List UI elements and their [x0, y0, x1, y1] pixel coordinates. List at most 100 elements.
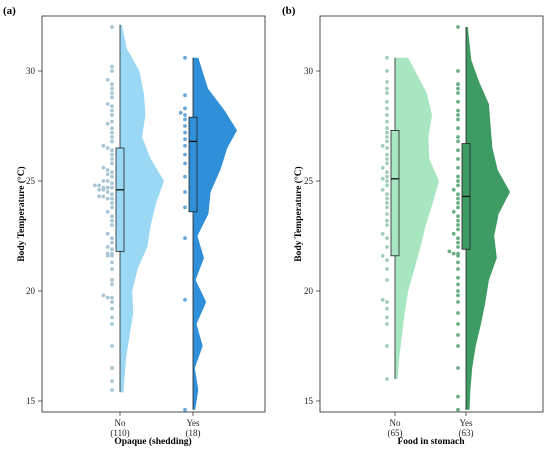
- data-point: [385, 344, 389, 348]
- data-point: [380, 176, 385, 181]
- data-point: [110, 148, 114, 153]
- data-point: [101, 185, 106, 190]
- data-point: [183, 137, 187, 142]
- data-point: [385, 236, 389, 241]
- data-point: [456, 289, 460, 293]
- data-point: [110, 69, 114, 73]
- data-point: [101, 165, 106, 170]
- data-point: [456, 192, 460, 197]
- data-point: [380, 143, 385, 148]
- data-point: [110, 300, 114, 304]
- data-point: [385, 278, 389, 282]
- data-point: [456, 223, 460, 227]
- data-point: [385, 152, 389, 157]
- data-point: [110, 95, 114, 100]
- data-point: [385, 113, 389, 117]
- data-point: [110, 82, 114, 87]
- data-point: [110, 185, 114, 190]
- y-tick-label: 15: [304, 396, 314, 406]
- data-point: [456, 218, 460, 223]
- data-point: [385, 300, 389, 304]
- data-point: [456, 260, 460, 265]
- data-point: [183, 161, 187, 166]
- data-point: [183, 93, 187, 98]
- data-point: [183, 113, 187, 117]
- x-tick-label: No: [390, 418, 401, 428]
- data-point: [456, 82, 460, 87]
- data-point: [385, 106, 389, 111]
- data-point: [385, 135, 389, 139]
- data-point: [380, 231, 385, 236]
- data-point: [456, 91, 460, 95]
- data-point: [110, 86, 114, 91]
- data-point: [97, 187, 101, 192]
- data-point: [110, 379, 114, 384]
- box-iqr: [390, 129, 400, 257]
- plot-frame: [41, 15, 266, 413]
- data-point: [447, 249, 452, 254]
- data-point: [110, 388, 114, 392]
- data-point: [456, 344, 460, 348]
- data-point: [385, 174, 389, 179]
- data-point: [456, 275, 460, 280]
- data-point: [110, 91, 114, 95]
- data-point: [110, 174, 114, 179]
- data-point: [456, 108, 460, 113]
- data-point: [456, 165, 460, 170]
- data-point: [385, 126, 389, 131]
- data-point: [456, 25, 460, 29]
- sample-size-label: (110): [110, 428, 129, 438]
- data-point: [101, 179, 106, 183]
- data-point: [105, 251, 110, 256]
- data-point: [110, 113, 114, 117]
- data-point: [110, 260, 114, 265]
- data-point: [385, 130, 389, 135]
- data-point: [110, 322, 114, 326]
- data-point: [456, 366, 460, 370]
- data-point: [456, 113, 460, 117]
- data-point: [110, 247, 114, 252]
- y-tick-label: 25: [304, 176, 314, 186]
- panel-label: (b): [282, 5, 296, 17]
- data-point: [451, 209, 456, 214]
- data-point: [385, 161, 389, 166]
- data-point: [385, 212, 389, 216]
- data-point: [183, 117, 187, 122]
- data-point: [110, 130, 114, 135]
- data-point: [385, 170, 389, 175]
- y-axis: 15 20 25 30: [304, 66, 320, 406]
- data-point: [183, 106, 187, 111]
- x-tick-label: No: [115, 418, 126, 428]
- data-point: [385, 223, 389, 227]
- data-point: [110, 108, 114, 113]
- data-point: [385, 322, 389, 326]
- data-point: [385, 119, 389, 124]
- panel-label: (a): [3, 5, 16, 17]
- data-point: [183, 124, 187, 128]
- data-point: [110, 64, 114, 69]
- data-point: [380, 253, 385, 258]
- plot-frame: [319, 15, 544, 413]
- data-point: [110, 315, 114, 320]
- data-point: [101, 293, 106, 298]
- data-point: [456, 293, 460, 298]
- x-axis-title: Opaque (shedding): [114, 436, 191, 447]
- data-point: [183, 407, 187, 412]
- data-point: [385, 157, 389, 161]
- data-point: [385, 315, 389, 320]
- data-point: [456, 300, 460, 304]
- data-point: [456, 251, 460, 256]
- data-point: [105, 190, 110, 194]
- data-point: [456, 205, 460, 210]
- data-point: [456, 236, 460, 241]
- group-yes: Yes(18): [178, 55, 237, 438]
- y-tick-label: 25: [26, 176, 36, 186]
- data-point: [456, 227, 460, 232]
- data-point: [385, 196, 389, 201]
- data-point: [451, 187, 456, 192]
- data-point: [385, 69, 389, 73]
- data-point: [110, 201, 114, 205]
